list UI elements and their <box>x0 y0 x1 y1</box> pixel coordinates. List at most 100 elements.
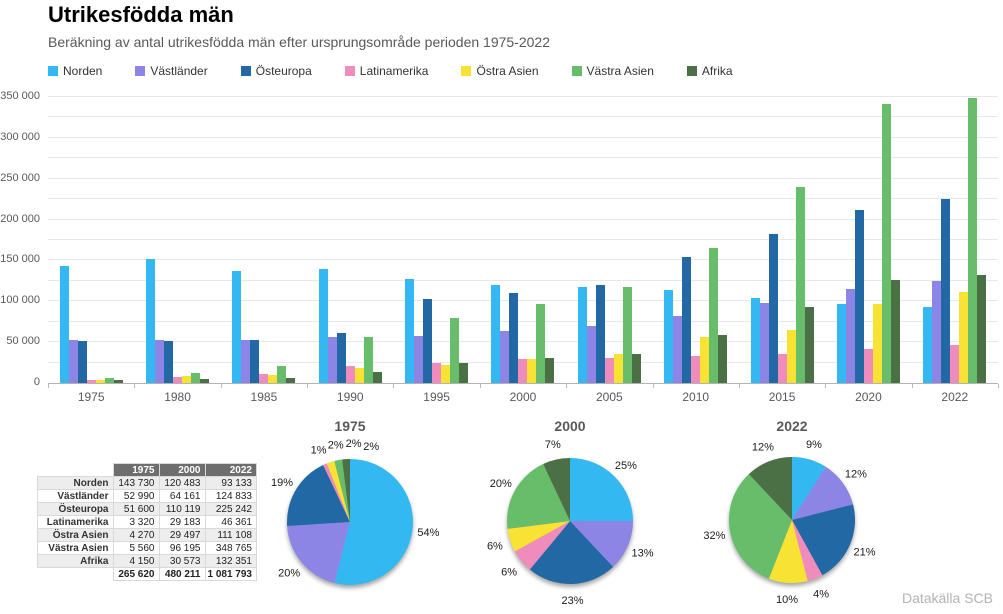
legend-item-vastlander: Västländer <box>135 64 208 78</box>
bar-norden-2000 <box>491 285 501 383</box>
bar-latinamerika-1980 <box>173 377 183 383</box>
y-axis-label: 300 000 <box>0 130 40 143</box>
bar-group-1975 <box>48 97 134 383</box>
x-axis-label-1985: 1985 <box>250 390 278 404</box>
bar-afrika-1980 <box>200 379 210 383</box>
bar-vastlander-2015 <box>759 303 769 383</box>
x-axis-label-2015: 2015 <box>768 390 796 404</box>
pie-2000-slice-ostra-asien <box>507 521 570 552</box>
pie-chart-2022: 9% 12% 21% 4% 10% 32% 12% <box>703 439 875 606</box>
bar-latinamerika-1995 <box>432 363 442 383</box>
bar-vastra-asien-1995 <box>450 318 460 383</box>
pie-2022-slice-vastlander <box>792 466 854 520</box>
legend-item-label: Afrika <box>701 64 733 78</box>
x-axis-label-1980: 1980 <box>164 390 191 404</box>
bar-group-2015 <box>739 97 825 383</box>
table-cell: 4 150 <box>112 554 160 568</box>
bar-norden-1995 <box>405 279 415 383</box>
bar-osteuropa-2020 <box>854 210 864 383</box>
bar-ostra-asien-1995 <box>441 365 451 383</box>
bar-osteuropa-2000 <box>509 293 519 383</box>
pie-2022-percent-label-afrika: 12% <box>752 442 774 454</box>
x-axis-tick <box>652 384 654 388</box>
bar-afrika-2000 <box>545 358 555 383</box>
bar-norden-2010 <box>664 290 674 383</box>
table-row-label: Norden <box>37 476 114 490</box>
bar-osteuropa-1995 <box>423 299 433 383</box>
bar-norden-1985 <box>232 271 242 383</box>
page-title: Utrikesfödda män <box>48 2 234 27</box>
bar-vastlander-1985 <box>241 340 251 383</box>
bar-group-2005 <box>566 97 652 383</box>
pie-1975-slice-vastra-asien <box>334 459 350 522</box>
bar-vastra-asien-2010 <box>709 248 719 383</box>
legend-item-latinamerika: Latinamerika <box>344 64 428 78</box>
x-axis-tick <box>825 384 827 388</box>
pie-2000-percent-label-vastlander: 13% <box>631 547 653 559</box>
gridline <box>48 177 998 179</box>
pie-2022-percent-label-latinamerika: 4% <box>813 589 829 601</box>
pie-2000-slice-afrika <box>543 458 570 521</box>
table-row-label: Östeuropa <box>37 502 114 516</box>
bar-osteuropa-1975 <box>77 341 87 383</box>
pie-2000-slice-vastlander <box>570 521 633 567</box>
legend-item-label: Östeuropa <box>255 64 312 78</box>
x-axis-label-1975: 1975 <box>77 390 105 404</box>
data-source-label: Datakälla SCB <box>901 590 993 606</box>
bar-vastra-asien-2000 <box>536 304 546 383</box>
pie-1975-percent-label-afrika: 2% <box>363 441 379 453</box>
y-axis-label: 150 000 <box>0 253 40 266</box>
pie-slices <box>286 459 414 585</box>
bar-vastra-asien-2015 <box>795 187 805 383</box>
bar-osteuropa-2010 <box>682 257 692 383</box>
legend-swatch-icon <box>461 66 472 76</box>
bar-ostra-asien-2020 <box>872 304 882 383</box>
bar-afrika-1975 <box>113 380 123 383</box>
bar-osteuropa-1985 <box>250 340 260 383</box>
gridline <box>48 136 998 138</box>
table-header-1975: 1975 <box>112 463 160 477</box>
pie-2022-percent-label-vastlander: 12% <box>845 469 867 481</box>
table-header-2022: 2022 <box>204 463 257 477</box>
pie-slices <box>507 458 633 585</box>
table-cell: 120 483 <box>158 476 206 490</box>
bar-chart-x-axis: 1975 1980 1985 1990 1995 2000 2005 2010 2015 2020… <box>48 390 998 404</box>
bar-osteuropa-2022 <box>941 199 951 383</box>
bar-vastra-asien-1980 <box>191 373 201 383</box>
x-axis-label-2022: 2022 <box>941 390 969 404</box>
bar-ostra-asien-2010 <box>700 337 710 383</box>
x-axis-tick <box>307 384 309 388</box>
bar-ostra-asien-1980 <box>182 376 192 383</box>
table-header-2000: 2000 <box>158 463 206 477</box>
pie-2022-percent-label-ostra-asien: 10% <box>776 594 798 606</box>
y-axis-label: 200 000 <box>0 212 40 225</box>
bar-vastra-asien-2005 <box>622 287 632 383</box>
chart-legend: Norden Västländer Östeuropa Latinamerika Öst… <box>48 64 733 78</box>
table-cell: 5 560 <box>112 541 160 555</box>
bar-vastlander-2000 <box>500 331 510 383</box>
bar-latinamerika-1990 <box>345 366 355 383</box>
bar-norden-1990 <box>318 269 328 383</box>
bar-group-2000 <box>480 97 566 383</box>
pie-1975-slice-afrika <box>342 459 350 522</box>
y-axis-label: 0 <box>33 376 40 388</box>
pie-1975-slice-vastlander <box>287 522 350 584</box>
bar-ostra-asien-2005 <box>613 354 623 383</box>
bar-afrika-2020 <box>890 280 900 383</box>
bar-afrika-1995 <box>459 363 469 383</box>
bar-latinamerika-2015 <box>777 354 787 383</box>
table-cell: 51 600 <box>112 502 160 516</box>
pie-1975-percent-label-osteuropa: 19% <box>271 477 293 489</box>
pie-2000-slice-vastra-asien <box>507 464 570 529</box>
bar-latinamerika-2000 <box>518 359 528 383</box>
bar-norden-2020 <box>836 304 846 383</box>
bar-group-1995 <box>393 97 479 383</box>
table-cell: 4 270 <box>112 528 160 542</box>
y-axis-label: 100 000 <box>0 294 40 307</box>
pie-2022-percent-label-osteuropa: 21% <box>853 546 875 558</box>
legend-item-vastra-asien: Västra Asien <box>571 64 654 78</box>
pie-chart-2000: 25% 13% 23% 6% 6% 20% 7% <box>487 439 654 607</box>
bar-vastra-asien-1990 <box>363 337 373 383</box>
gridline <box>48 198 998 200</box>
